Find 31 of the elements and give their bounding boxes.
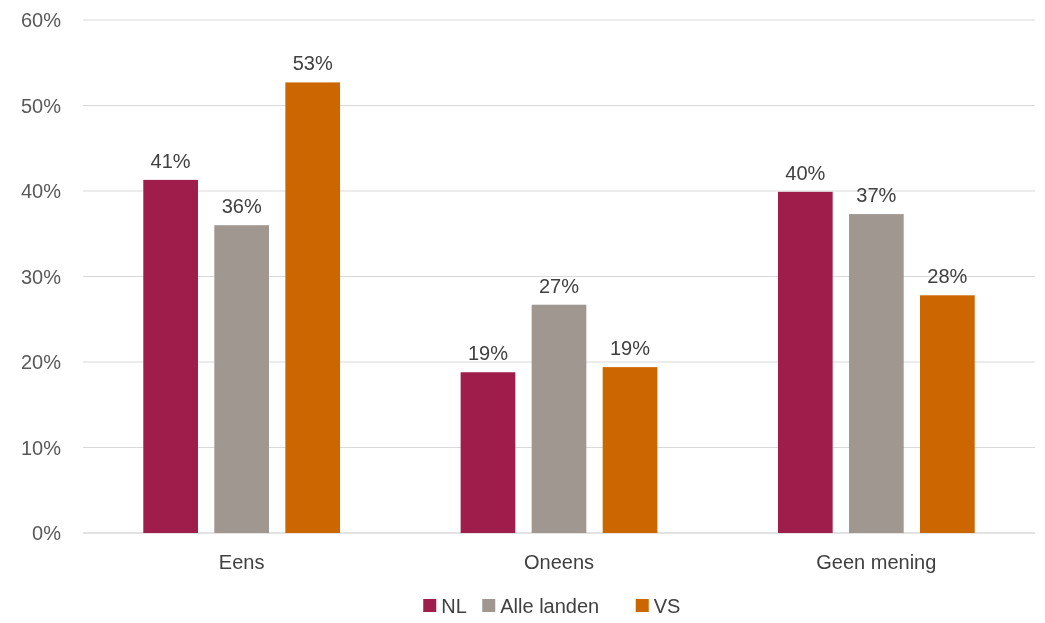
y-tick-label: 40%: [20, 180, 62, 202]
legend-label: VS: [653, 595, 681, 617]
data-label: 27%: [538, 274, 580, 297]
data-label: 19%: [610, 337, 651, 360]
y-tick-label: 10%: [20, 436, 62, 459]
data-label: 53%: [292, 52, 333, 75]
y-tick-label: 50%: [20, 94, 62, 117]
bar: [460, 372, 516, 533]
legend-label: Alle landen: [500, 595, 600, 617]
data-label: 40%: [785, 161, 826, 184]
bar: [531, 304, 587, 533]
x-tick-label: Geen mening: [816, 551, 937, 573]
data-label: 36%: [221, 195, 262, 218]
y-tick-label: 0%: [32, 522, 62, 544]
x-tick-label: Eens: [218, 551, 265, 573]
bar: [285, 82, 341, 533]
y-tick-label: 60%: [20, 9, 62, 31]
legend-label: NL: [441, 595, 467, 617]
bar: [848, 214, 904, 533]
bar: [777, 191, 833, 533]
bar: [143, 179, 198, 533]
data-label: 41%: [150, 149, 191, 172]
y-tick-label: 30%: [20, 265, 62, 288]
data-label: 37%: [856, 184, 897, 207]
bar: [214, 225, 270, 533]
data-label: 28%: [927, 265, 968, 288]
bar: [602, 367, 658, 533]
bar: [920, 295, 975, 533]
x-tick-label: Oneens: [523, 551, 595, 573]
data-label: 19%: [467, 342, 509, 365]
y-tick-label: 20%: [20, 351, 62, 373]
